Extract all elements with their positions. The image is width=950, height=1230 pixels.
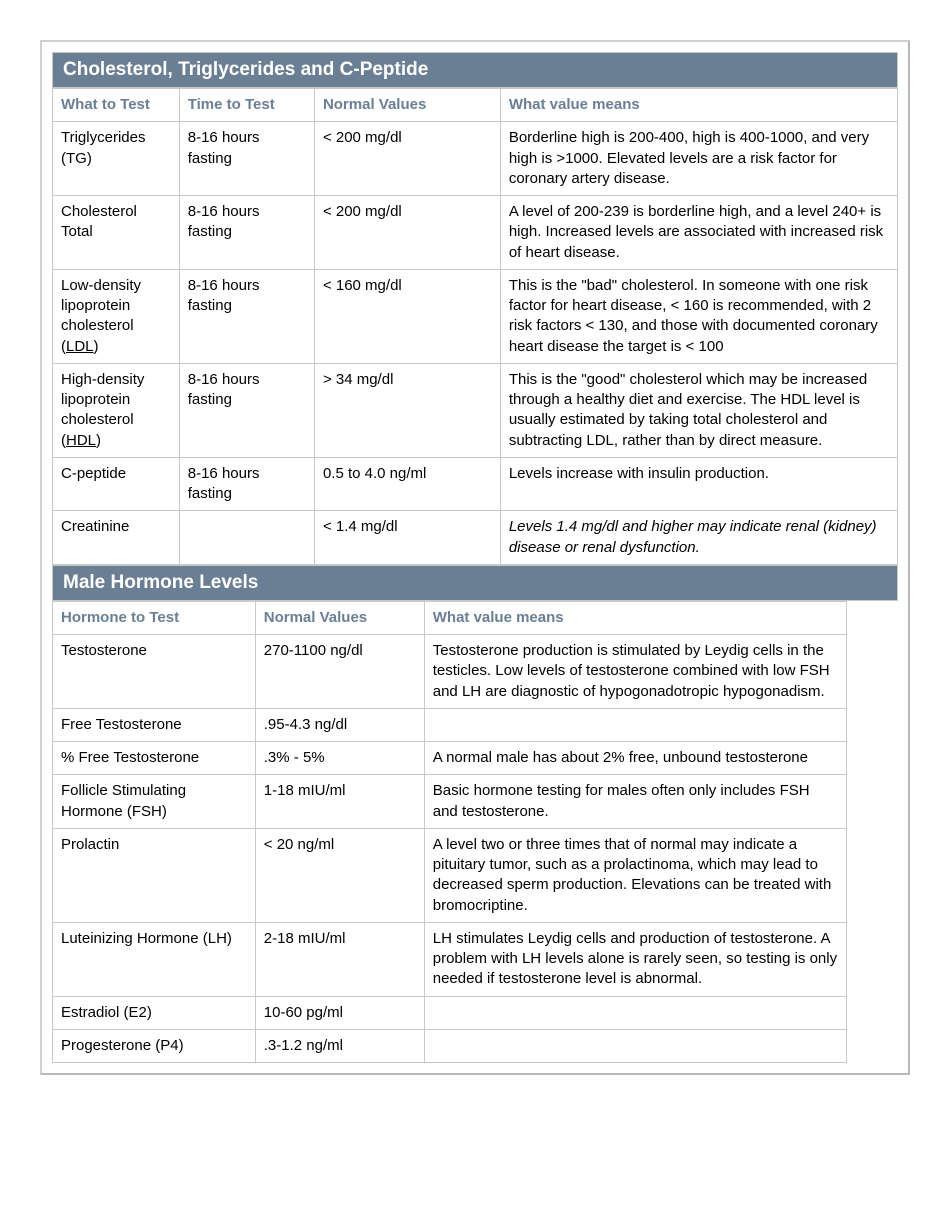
col-hormone-to-test: Hormone to Test — [53, 601, 256, 634]
cell-meaning: LH stimulates Leydig cells and productio… — [424, 922, 846, 996]
cell-test: Creatinine — [53, 511, 180, 565]
table-row: High-density lipoprotein cholesterol (HD… — [53, 363, 898, 457]
cell-time: 8-16 hours fasting — [179, 363, 314, 457]
cell-normal: > 34 mg/dl — [314, 363, 500, 457]
table-row: Creatinine < 1.4 mg/dl Levels 1.4 mg/dl … — [53, 511, 898, 565]
cell-test: % Free Testosterone — [53, 742, 256, 775]
cell-meaning — [424, 708, 846, 741]
cell-meaning: Levels 1.4 mg/dl and higher may indicate… — [500, 511, 897, 565]
cell-test: High-density lipoprotein cholesterol (HD… — [53, 363, 180, 457]
col-what-value-means: What value means — [500, 89, 897, 122]
col-what-to-test: What to Test — [53, 89, 180, 122]
cell-normal: < 20 ng/ml — [255, 828, 424, 922]
cell-test: Luteinizing Hormone (LH) — [53, 922, 256, 996]
cell-normal: .95-4.3 ng/dl — [255, 708, 424, 741]
col-what-value-means: What value means — [424, 601, 846, 634]
table-row: Estradiol (E2) 10-60 pg/ml — [53, 996, 847, 1029]
section1-title: Cholesterol, Triglycerides and C-Peptide — [52, 52, 898, 88]
hdl-underline: HDL — [66, 432, 96, 449]
col-normal-values: Normal Values — [255, 601, 424, 634]
table-row: Cholesterol Total 8-16 hours fasting < 2… — [53, 196, 898, 270]
table-row: Low-density lipoprotein cholesterol (LDL… — [53, 269, 898, 363]
cell-meaning: A normal male has about 2% free, unbound… — [424, 742, 846, 775]
cell-test: Estradiol (E2) — [53, 996, 256, 1029]
cell-meaning: This is the "good" cholesterol which may… — [500, 363, 897, 457]
table-row: C-peptide 8-16 hours fasting 0.5 to 4.0 … — [53, 457, 898, 511]
cell-normal: 1-18 mIU/ml — [255, 775, 424, 829]
table-row: Luteinizing Hormone (LH) 2-18 mIU/ml LH … — [53, 922, 847, 996]
cell-meaning: Basic hormone testing for males often on… — [424, 775, 846, 829]
page-frame: Cholesterol, Triglycerides and C-Peptide… — [40, 40, 910, 1075]
cell-test: Triglycerides (TG) — [53, 122, 180, 196]
table-header-row: What to Test Time to Test Normal Values … — [53, 89, 898, 122]
cell-meaning: Levels increase with insulin production. — [500, 457, 897, 511]
cell-normal: < 1.4 mg/dl — [314, 511, 500, 565]
cell-test: C-peptide — [53, 457, 180, 511]
cell-test: Cholesterol Total — [53, 196, 180, 270]
table-cholesterol: What to Test Time to Test Normal Values … — [52, 88, 898, 565]
cell-meaning: This is the "bad" cholesterol. In someon… — [500, 269, 897, 363]
table-row: Prolactin < 20 ng/ml A level two or thre… — [53, 828, 847, 922]
table-header-row: Hormone to Test Normal Values What value… — [53, 601, 847, 634]
cell-meaning — [424, 996, 846, 1029]
table-row: % Free Testosterone .3% - 5% A normal ma… — [53, 742, 847, 775]
cell-test: Follicle Stimulating Hormone (FSH) — [53, 775, 256, 829]
cell-meaning: Testosterone production is stimulated by… — [424, 635, 846, 709]
table-row: Triglycerides (TG) 8-16 hours fasting < … — [53, 122, 898, 196]
ldl-underline: LDL — [66, 338, 94, 355]
cell-meaning — [424, 1029, 846, 1062]
cell-normal: < 200 mg/dl — [314, 196, 500, 270]
cell-normal: 270-1100 ng/dl — [255, 635, 424, 709]
cell-normal: 10-60 pg/ml — [255, 996, 424, 1029]
cell-time: 8-16 hours fasting — [179, 196, 314, 270]
cell-test: Free Testosterone — [53, 708, 256, 741]
section2-title: Male Hormone Levels — [52, 565, 898, 601]
table-row: Progesterone (P4) .3-1.2 ng/ml — [53, 1029, 847, 1062]
cell-time: 8-16 hours fasting — [179, 122, 314, 196]
table-row: Free Testosterone .95-4.3 ng/dl — [53, 708, 847, 741]
table-row: Testosterone 270-1100 ng/dl Testosterone… — [53, 635, 847, 709]
cell-normal: .3% - 5% — [255, 742, 424, 775]
cell-test: Testosterone — [53, 635, 256, 709]
cell-test: Prolactin — [53, 828, 256, 922]
cell-normal: < 160 mg/dl — [314, 269, 500, 363]
cell-normal: 0.5 to 4.0 ng/ml — [314, 457, 500, 511]
cell-time — [179, 511, 314, 565]
cell-meaning: A level of 200-239 is borderline high, a… — [500, 196, 897, 270]
col-normal-values: Normal Values — [314, 89, 500, 122]
table-male-hormone: Hormone to Test Normal Values What value… — [52, 601, 847, 1063]
cell-test: Progesterone (P4) — [53, 1029, 256, 1062]
cell-meaning: A level two or three times that of norma… — [424, 828, 846, 922]
cell-test: Low-density lipoprotein cholesterol (LDL… — [53, 269, 180, 363]
table-row: Follicle Stimulating Hormone (FSH) 1-18 … — [53, 775, 847, 829]
cell-normal: .3-1.2 ng/ml — [255, 1029, 424, 1062]
cell-normal: < 200 mg/dl — [314, 122, 500, 196]
cell-time: 8-16 hours fasting — [179, 269, 314, 363]
cell-normal: 2-18 mIU/ml — [255, 922, 424, 996]
col-time-to-test: Time to Test — [179, 89, 314, 122]
cell-time: 8-16 hours fasting — [179, 457, 314, 511]
cell-meaning: Borderline high is 200-400, high is 400-… — [500, 122, 897, 196]
